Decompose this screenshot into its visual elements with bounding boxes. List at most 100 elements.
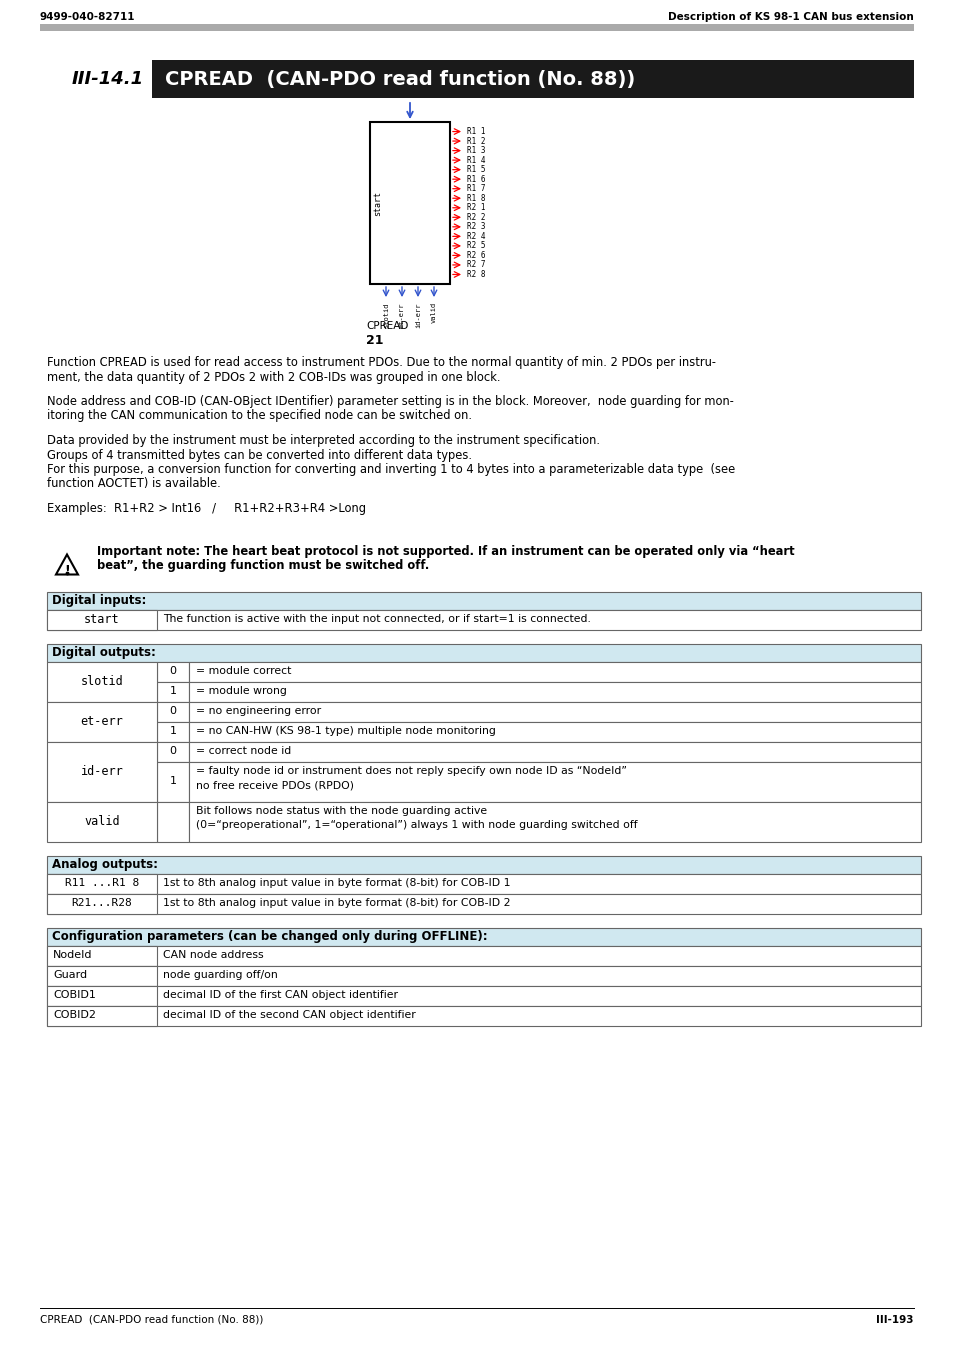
Text: Important note: The heart beat protocol is not supported. If an instrument can b: Important note: The heart beat protocol … (97, 544, 794, 558)
Text: decimal ID of the first CAN object identifier: decimal ID of the first CAN object ident… (163, 991, 397, 1000)
Bar (47, 802, 157, 841)
Text: ment, the data quantity of 2 PDOs 2 with 2 COB-IDs was grouped in one block.: ment, the data quantity of 2 PDOs 2 with… (47, 370, 500, 383)
Bar (47, 927, 920, 945)
Text: Bit follows node status with the node guarding active: Bit follows node status with the node gu… (195, 806, 487, 817)
Text: R1 2: R1 2 (467, 136, 485, 146)
Bar (47, 945, 920, 965)
Bar (152, 59, 913, 99)
Text: 21: 21 (366, 335, 383, 347)
Text: start: start (84, 613, 120, 626)
Text: (0=“preoperational”, 1=“operational”) always 1 with node guarding switched off: (0=“preoperational”, 1=“operational”) al… (195, 821, 637, 830)
Text: R2 8: R2 8 (467, 270, 485, 279)
Text: R2 5: R2 5 (467, 242, 485, 250)
Text: id-err: id-err (415, 302, 420, 328)
Text: CPREAD  (CAN-PDO read function (No. 88)): CPREAD (CAN-PDO read function (No. 88)) (165, 69, 635, 89)
Text: COBID2: COBID2 (53, 1011, 96, 1021)
Bar (157, 741, 189, 761)
Bar (40, 24, 913, 31)
Text: valid: valid (84, 815, 120, 828)
Text: CPREAD  (CAN-PDO read function (No. 88)): CPREAD (CAN-PDO read function (No. 88)) (40, 1315, 263, 1324)
Bar (47, 986, 920, 1006)
Text: III-14.1: III-14.1 (71, 70, 144, 88)
Bar (47, 609, 157, 629)
Text: start: start (374, 190, 382, 216)
Text: 1: 1 (170, 776, 176, 787)
Text: R1 1: R1 1 (467, 127, 485, 136)
Text: 1: 1 (170, 687, 176, 697)
Text: Configuration parameters (can be changed only during OFFLINE):: Configuration parameters (can be changed… (52, 930, 487, 944)
Text: 9499-040-82711: 9499-040-82711 (40, 12, 135, 22)
Text: 0: 0 (170, 667, 176, 676)
Text: valid: valid (431, 302, 436, 323)
Text: R2 1: R2 1 (467, 204, 485, 212)
Bar (47, 591, 920, 609)
Text: et-err: et-err (398, 302, 405, 328)
Text: slotid: slotid (382, 302, 389, 328)
Bar (157, 702, 189, 721)
Text: The function is active with the input not connected, or if start=1 is connected.: The function is active with the input no… (163, 614, 590, 625)
Text: Data provided by the instrument must be interpreted according to the instrument : Data provided by the instrument must be … (47, 433, 599, 447)
Text: R1 8: R1 8 (467, 194, 485, 202)
Text: R1 5: R1 5 (467, 165, 485, 174)
Bar (189, 662, 920, 682)
Text: 1st to 8th analog input value in byte format (8-bit) for COB-ID 2: 1st to 8th analog input value in byte fo… (163, 899, 510, 909)
Text: R21...R28: R21...R28 (71, 899, 132, 909)
Bar (189, 802, 920, 841)
Bar (47, 662, 157, 702)
Polygon shape (56, 555, 78, 575)
Text: R1 6: R1 6 (467, 174, 485, 184)
Text: node guarding off/on: node guarding off/on (163, 971, 277, 980)
Text: slotid: slotid (81, 675, 123, 688)
Text: R1 4: R1 4 (467, 155, 485, 165)
Text: = no engineering error: = no engineering error (195, 706, 321, 717)
Text: R2 3: R2 3 (467, 223, 485, 231)
Bar (47, 986, 157, 1006)
Bar (189, 702, 920, 721)
Text: et-err: et-err (81, 716, 123, 728)
Bar (47, 702, 157, 741)
Bar (47, 644, 920, 662)
Text: Analog outputs:: Analog outputs: (52, 859, 158, 871)
Text: id-err: id-err (81, 765, 123, 778)
Bar (189, 682, 920, 702)
Text: CPREAD: CPREAD (366, 321, 408, 331)
Text: COBID1: COBID1 (53, 991, 95, 1000)
Text: R2 2: R2 2 (467, 213, 485, 221)
Text: 1: 1 (170, 726, 176, 737)
Bar (47, 856, 920, 873)
Text: R2 4: R2 4 (467, 232, 485, 240)
Bar (47, 965, 920, 986)
Bar (157, 802, 189, 841)
Text: = correct node id: = correct node id (195, 747, 291, 756)
Text: Guard: Guard (53, 971, 87, 980)
Text: NodeId: NodeId (53, 950, 92, 960)
Text: = no CAN-HW (KS 98-1 type) multiple node monitoring: = no CAN-HW (KS 98-1 type) multiple node… (195, 726, 496, 737)
Text: Function CPREAD is used for read access to instrument PDOs. Due to the normal qu: Function CPREAD is used for read access … (47, 356, 716, 369)
Text: decimal ID of the second CAN object identifier: decimal ID of the second CAN object iden… (163, 1011, 416, 1021)
Text: Digital inputs:: Digital inputs: (52, 594, 146, 608)
Text: For this purpose, a conversion function for converting and inverting 1 to 4 byte: For this purpose, a conversion function … (47, 463, 735, 477)
Bar (189, 741, 920, 761)
Bar (47, 894, 920, 914)
Bar (370, 122, 450, 284)
Text: R11 ...R1 8: R11 ...R1 8 (65, 879, 139, 888)
Bar (47, 873, 157, 894)
Bar (47, 609, 920, 629)
Text: R2 7: R2 7 (467, 261, 485, 270)
Bar (47, 965, 157, 986)
Text: 0: 0 (170, 706, 176, 717)
Text: Description of KS 98-1 CAN bus extension: Description of KS 98-1 CAN bus extension (667, 12, 913, 22)
Bar (47, 1006, 920, 1026)
Text: Digital outputs:: Digital outputs: (52, 647, 155, 659)
Text: = module correct: = module correct (195, 667, 291, 676)
Text: R1 7: R1 7 (467, 184, 485, 193)
Text: CAN node address: CAN node address (163, 950, 263, 960)
Text: = faulty node id or instrument does not reply specify own node ID as “NodeId”: = faulty node id or instrument does not … (195, 767, 626, 776)
Bar (47, 741, 157, 802)
Bar (157, 761, 189, 802)
Text: no free receive PDOs (RPDO): no free receive PDOs (RPDO) (195, 780, 354, 791)
Bar (47, 894, 157, 914)
Text: Node address and COB-ID (CAN-OBject IDentifier) parameter setting is in the bloc: Node address and COB-ID (CAN-OBject IDen… (47, 396, 733, 408)
Text: function AOCTET) is available.: function AOCTET) is available. (47, 478, 220, 490)
Bar (157, 721, 189, 741)
